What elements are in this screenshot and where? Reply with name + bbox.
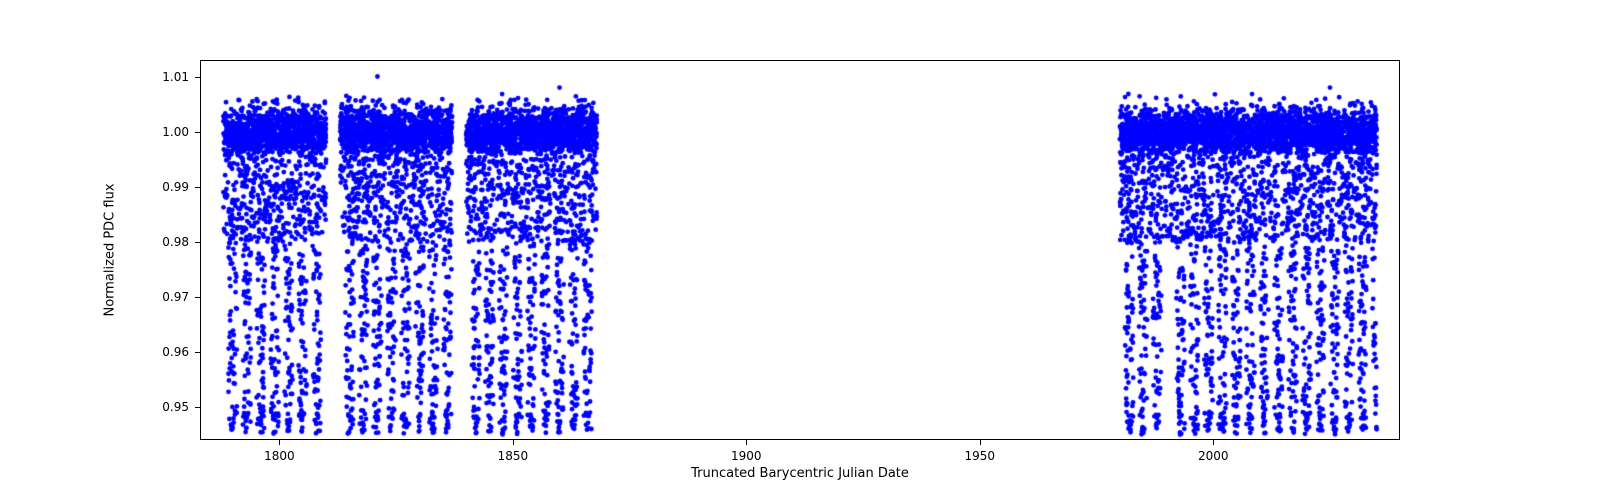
x-tick-label: 1800 (264, 449, 295, 463)
scatter-canvas (200, 60, 1400, 440)
y-tick-mark (195, 242, 200, 243)
y-tick-label: 1.00 (162, 125, 189, 139)
y-tick-label: 0.99 (162, 180, 189, 194)
y-tick-label: 0.95 (162, 400, 189, 414)
y-tick-mark (195, 77, 200, 78)
y-axis-label: Normalized PDC flux (103, 183, 118, 316)
x-tick-mark (1213, 440, 1214, 445)
y-tick-label: 1.01 (162, 70, 189, 84)
y-tick-label: 0.97 (162, 290, 189, 304)
x-axis-label: Truncated Barycentric Julian Date (691, 466, 909, 481)
y-tick-label: 0.98 (162, 235, 189, 249)
x-tick-label: 1950 (964, 449, 995, 463)
scatter-chart: 1800 1850 1900 1950 2000 0.95 0.96 0.97 0.98 0.9… (0, 0, 1600, 500)
y-tick-mark (195, 132, 200, 133)
x-tick-mark (279, 440, 280, 445)
y-tick-mark (195, 352, 200, 353)
y-tick-mark (195, 187, 200, 188)
x-tick-label: 1900 (731, 449, 762, 463)
x-tick-label: 2000 (1198, 449, 1229, 463)
y-tick-mark (195, 297, 200, 298)
y-tick-label: 0.96 (162, 345, 189, 359)
x-tick-mark (513, 440, 514, 445)
y-tick-mark (195, 407, 200, 408)
x-tick-mark (746, 440, 747, 445)
x-tick-label: 1850 (498, 449, 529, 463)
x-tick-mark (980, 440, 981, 445)
